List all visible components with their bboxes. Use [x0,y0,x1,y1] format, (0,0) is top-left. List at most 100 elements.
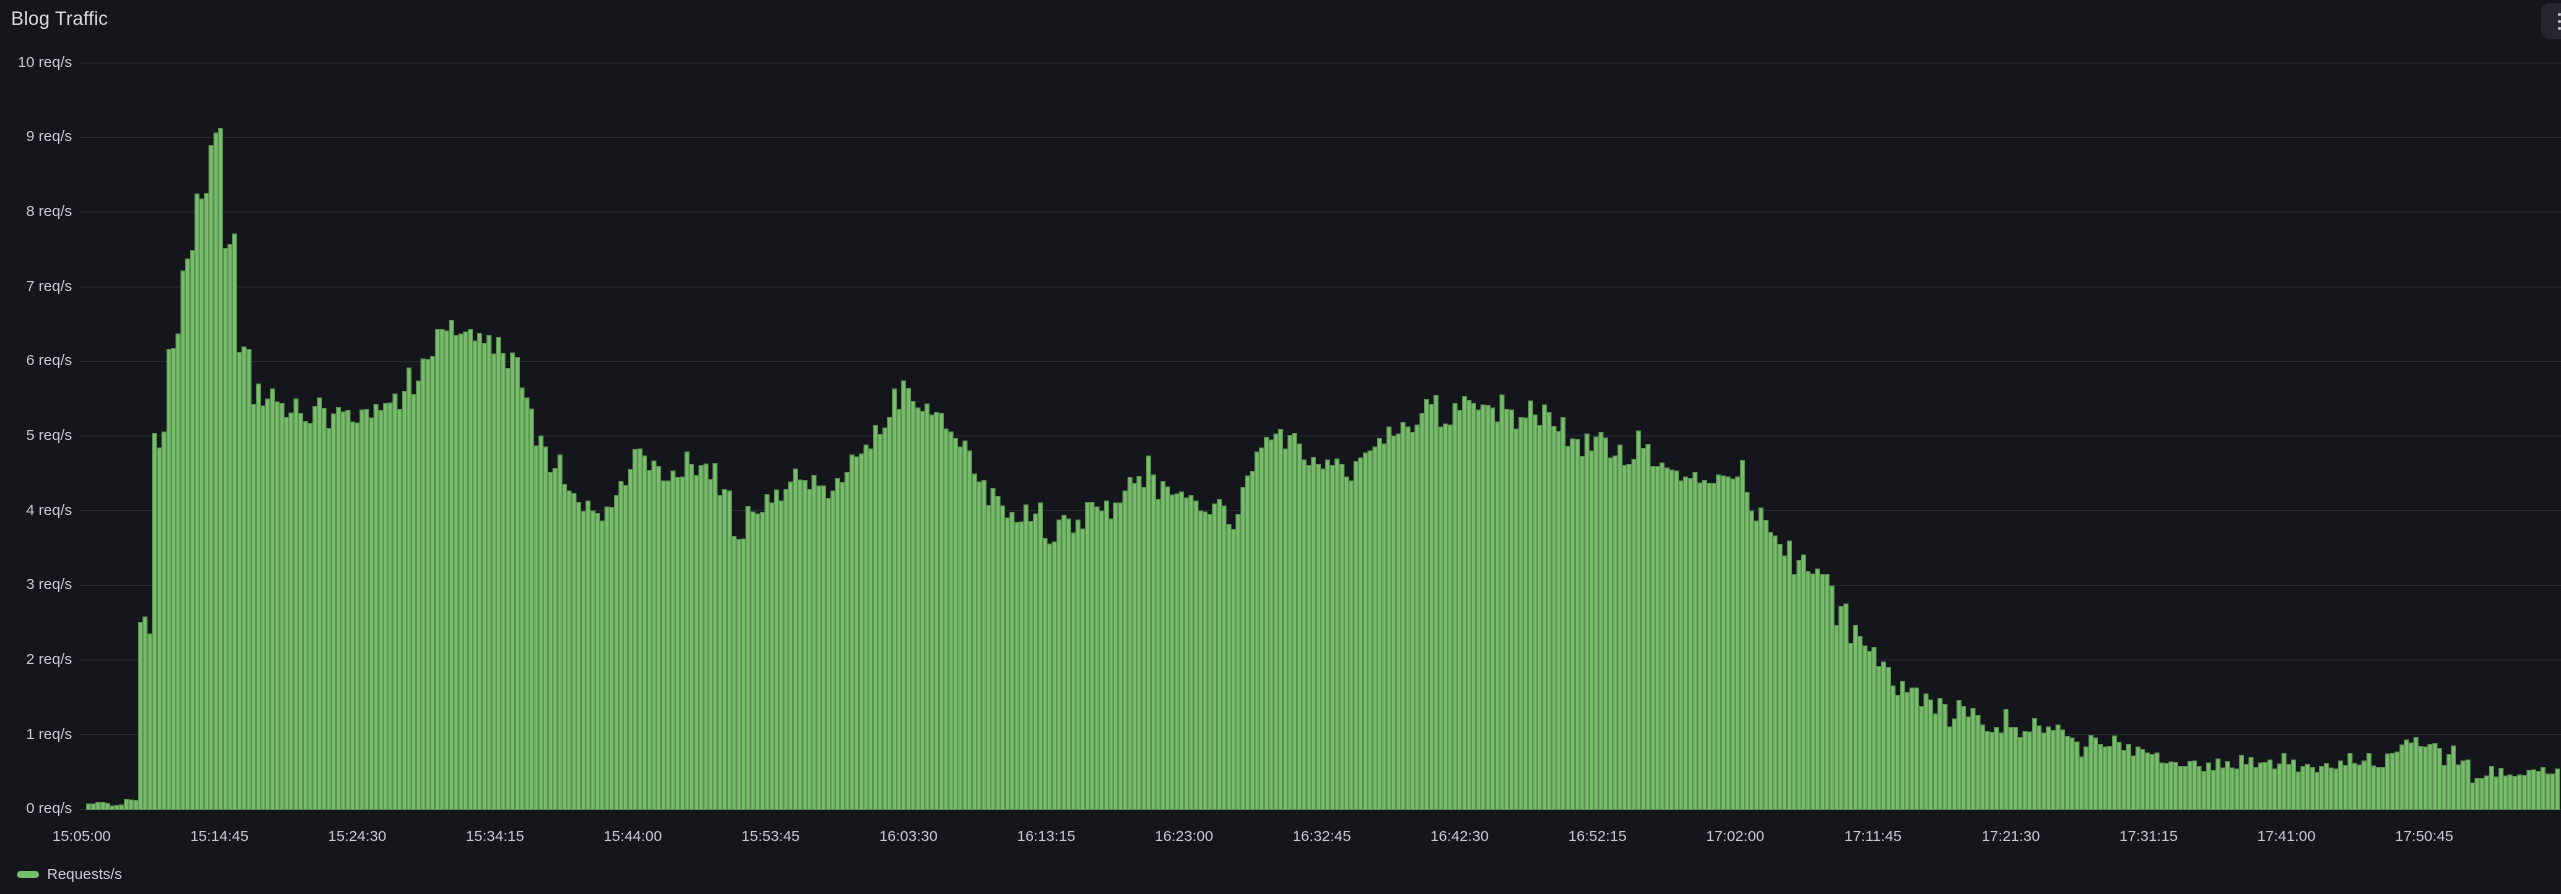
traffic-bar[interactable] [1235,513,1241,810]
traffic-bar[interactable] [1409,432,1415,810]
traffic-bar[interactable] [1047,543,1053,810]
traffic-bar[interactable] [307,423,313,810]
traffic-bar[interactable] [109,805,115,810]
traffic-bar[interactable] [312,406,318,810]
traffic-bar[interactable] [2281,753,2287,810]
traffic-bar[interactable] [2432,743,2438,810]
traffic-bar[interactable] [2243,763,2249,810]
traffic-bar[interactable] [2116,742,2122,810]
traffic-bar[interactable] [1998,732,2004,810]
traffic-bar[interactable] [1951,718,1957,810]
traffic-bar[interactable] [293,398,299,810]
traffic-bar[interactable] [1541,404,1547,810]
traffic-bar[interactable] [1885,666,1891,810]
traffic-bar[interactable] [2479,778,2485,810]
traffic-bar[interactable] [1259,447,1265,810]
traffic-bar[interactable] [2460,760,2466,810]
traffic-bar[interactable] [2314,772,2320,810]
traffic-bar[interactable] [627,469,633,810]
traffic-bar[interactable] [453,335,459,810]
traffic-bar[interactable] [1165,486,1171,810]
traffic-bar[interactable] [1000,505,1006,810]
traffic-bar[interactable] [1871,646,1877,810]
traffic-bar[interactable] [1513,428,1519,810]
traffic-bar[interactable] [1961,705,1967,810]
traffic-bar[interactable] [1848,642,1854,810]
traffic-bar[interactable] [1301,459,1307,810]
traffic-bar[interactable] [741,538,747,810]
traffic-bar[interactable] [1381,443,1387,810]
traffic-bar[interactable] [1857,636,1863,810]
traffic-bar[interactable] [1325,459,1331,810]
traffic-bar[interactable] [1589,450,1595,810]
traffic-bar[interactable] [2385,753,2391,810]
traffic-bar[interactable] [194,193,200,810]
traffic-bar[interactable] [302,421,308,810]
traffic-bar[interactable] [585,500,591,810]
traffic-bar[interactable] [2427,743,2433,810]
traffic-bar[interactable] [1763,519,1769,810]
traffic-bar[interactable] [406,367,412,810]
traffic-bar[interactable] [133,799,139,810]
traffic-bar[interactable] [1965,716,1971,810]
traffic-bar[interactable] [2361,760,2367,810]
traffic-bar[interactable] [1315,463,1321,810]
traffic-bar[interactable] [1504,408,1510,810]
traffic-bar[interactable] [547,471,553,810]
traffic-bar[interactable] [1169,494,1175,810]
traffic-bar[interactable] [1136,475,1142,810]
traffic-bar[interactable] [448,319,454,810]
traffic-bar[interactable] [1344,476,1350,810]
traffic-bar[interactable] [161,431,167,810]
traffic-bar[interactable] [1876,666,1882,810]
traffic-bar[interactable] [2074,741,2080,810]
traffic-bar[interactable] [1494,421,1500,810]
traffic-bar[interactable] [1442,423,1448,810]
traffic-bar[interactable] [1805,571,1811,810]
traffic-bar[interactable] [693,474,699,810]
traffic-bar[interactable] [1438,426,1444,810]
traffic-bar[interactable] [2342,765,2348,810]
traffic-bar[interactable] [1127,477,1133,810]
traffic-bar[interactable] [1518,417,1524,810]
traffic-bar[interactable] [1523,417,1529,810]
traffic-bar[interactable] [2507,774,2513,810]
traffic-bar[interactable] [755,513,761,810]
traffic-bar[interactable] [2196,765,2202,810]
traffic-bar[interactable] [2248,756,2254,810]
traffic-bar[interactable] [1419,412,1425,810]
traffic-bar[interactable] [698,464,704,810]
traffic-bar[interactable] [1683,476,1689,810]
traffic-bar[interactable] [2140,748,2146,810]
traffic-bar[interactable] [2173,762,2179,810]
traffic-bar[interactable] [594,512,600,810]
traffic-bar[interactable] [1339,464,1345,810]
traffic-bar[interactable] [1546,412,1552,810]
traffic-bar[interactable] [1042,537,1048,810]
traffic-bar[interactable] [1659,462,1665,810]
traffic-bar[interactable] [1150,474,1156,810]
traffic-bar[interactable] [317,397,323,810]
traffic-bar[interactable] [387,402,393,810]
traffic-bar[interactable] [1080,528,1086,810]
traffic-bar[interactable] [1146,455,1152,810]
traffic-bar[interactable] [948,431,954,810]
traffic-bar[interactable] [1636,430,1642,810]
traffic-bar[interactable] [2107,746,2113,810]
traffic-bar[interactable] [467,328,473,810]
traffic-bar[interactable] [1551,426,1557,810]
traffic-bar[interactable] [180,270,186,810]
traffic-bar[interactable] [1716,474,1722,810]
traffic-bar[interactable] [901,380,907,810]
traffic-bar[interactable] [1475,409,1481,810]
traffic-bar[interactable] [910,401,916,810]
traffic-bar[interactable] [331,413,337,810]
traffic-bar[interactable] [2474,777,2480,810]
traffic-bar[interactable] [2225,760,2231,810]
traffic-bar[interactable] [872,424,878,810]
traffic-bar[interactable] [1461,396,1467,810]
traffic-bar[interactable] [137,621,143,810]
traffic-bar[interactable] [962,440,968,810]
traffic-bar[interactable] [1598,432,1604,810]
traffic-bar[interactable] [340,411,346,810]
